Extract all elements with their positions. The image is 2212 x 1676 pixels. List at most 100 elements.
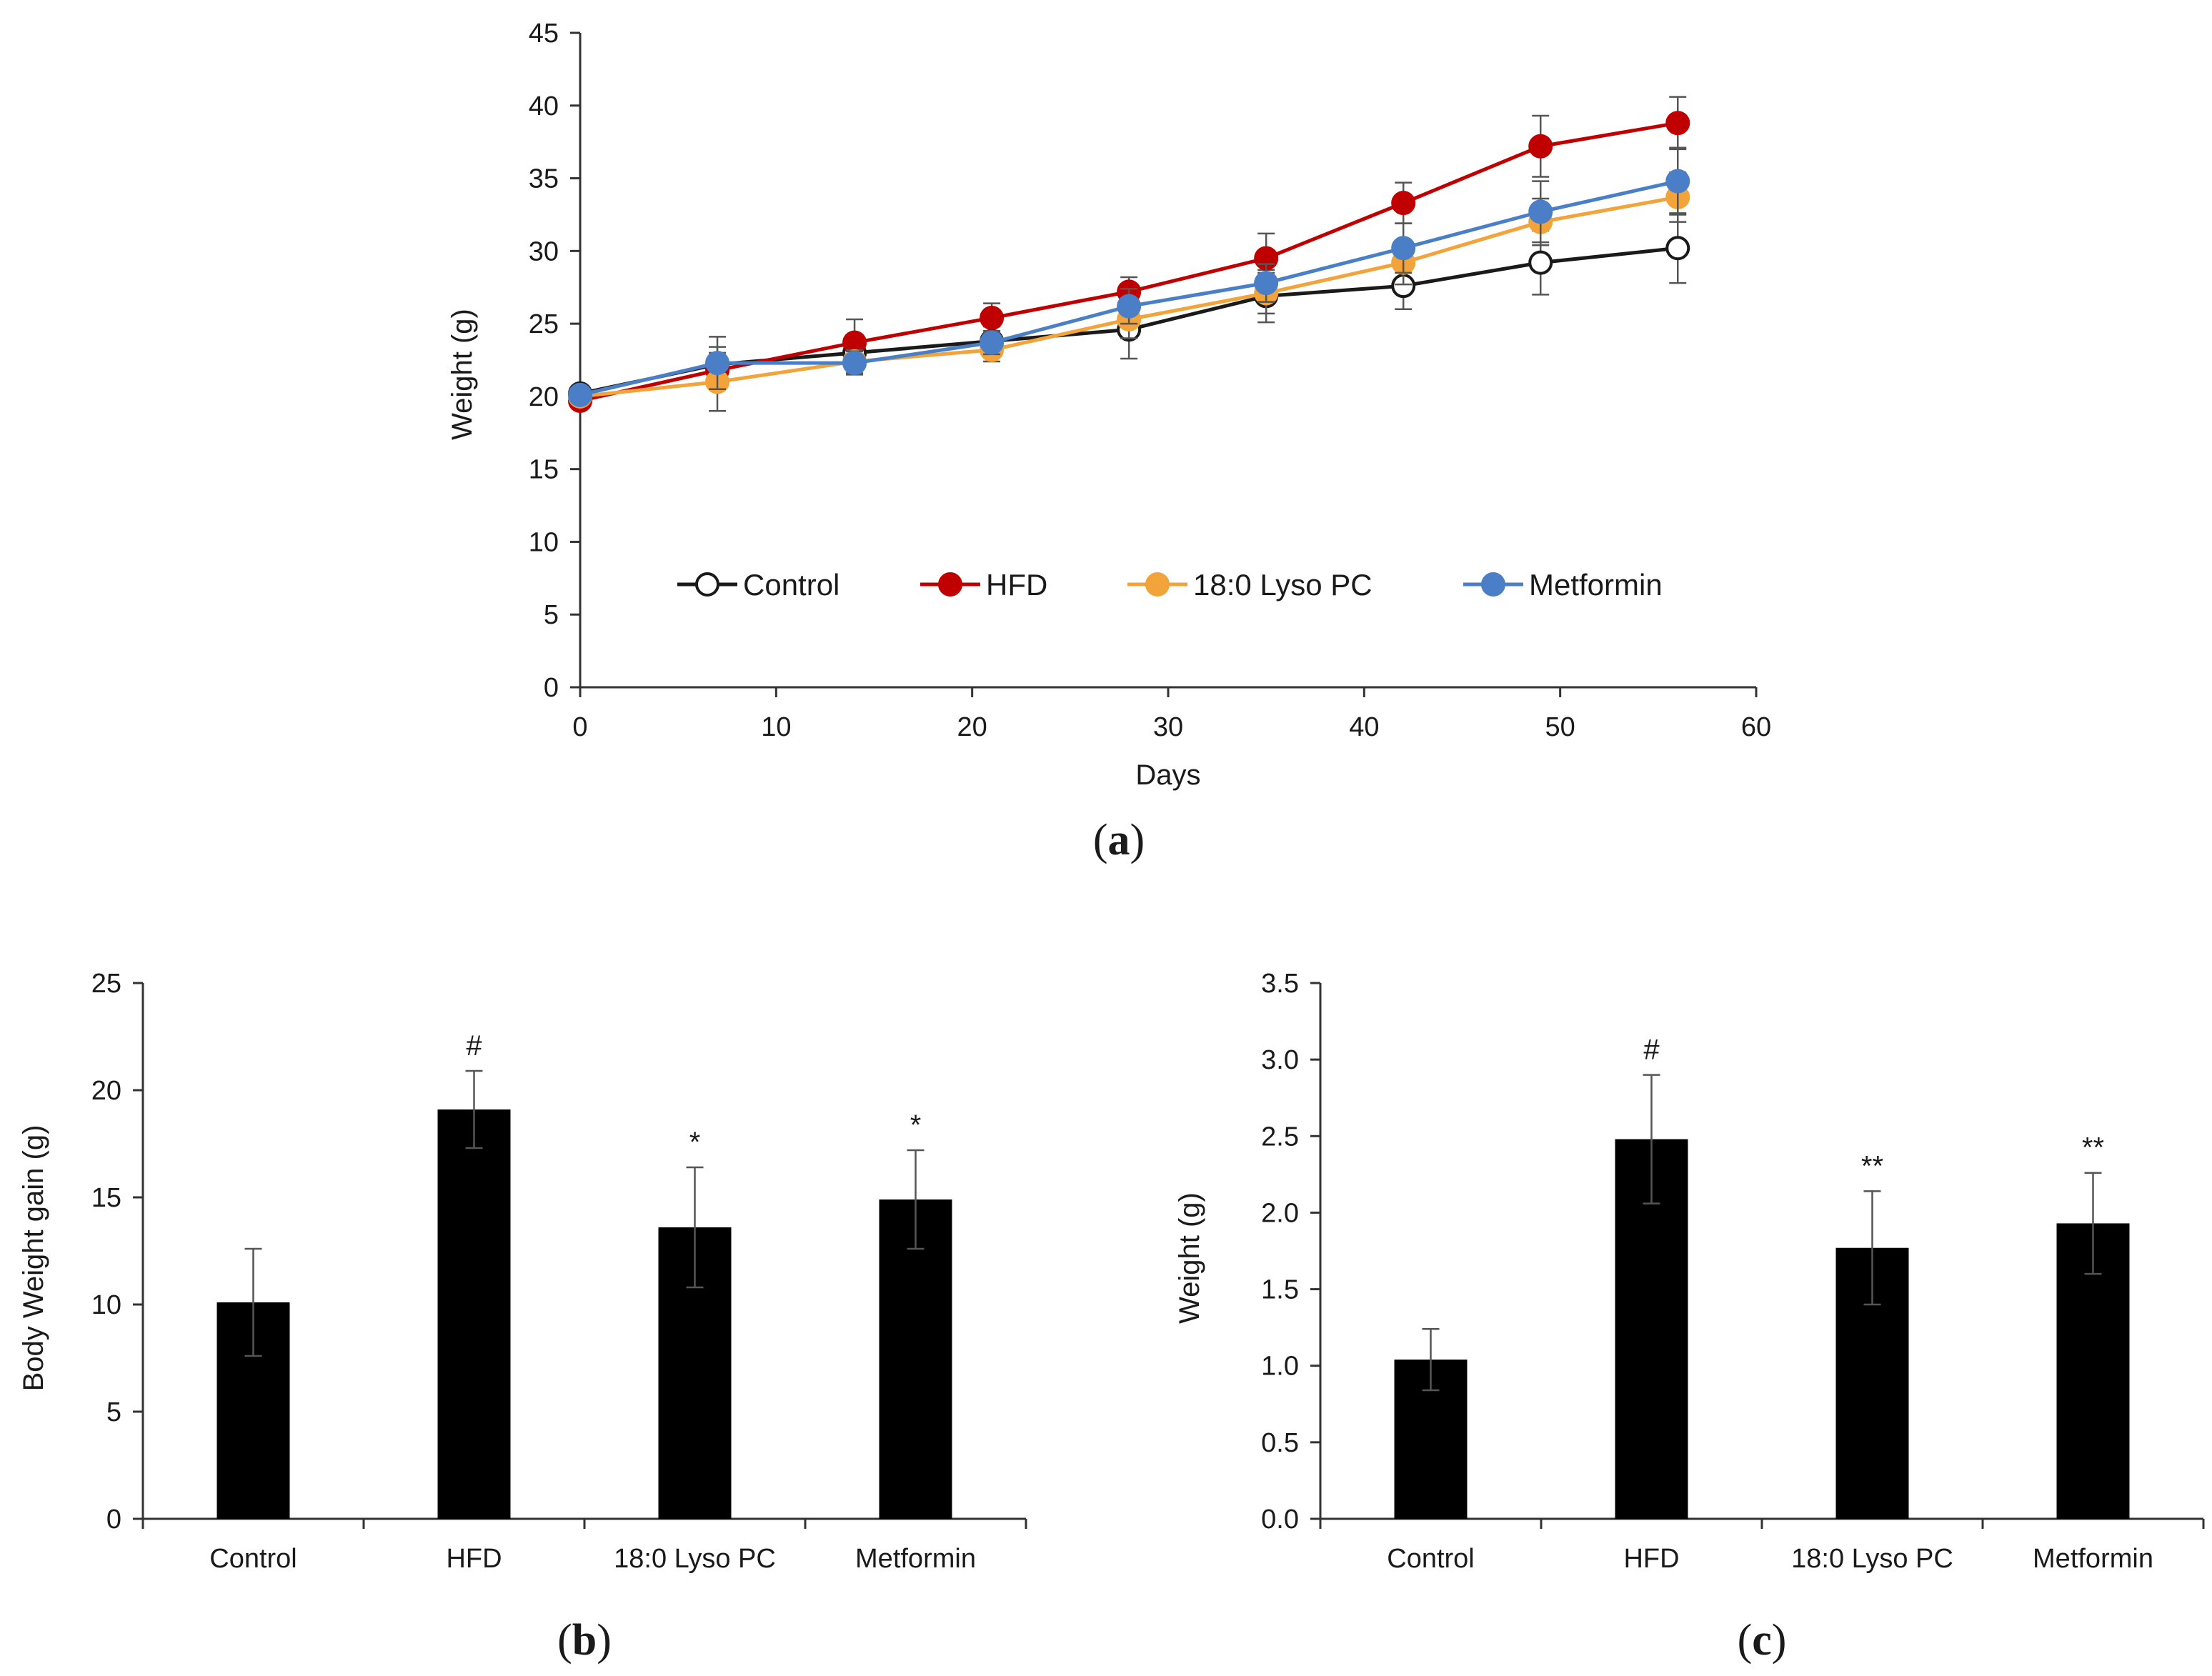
- bar-group-control: Control: [1387, 1328, 1475, 1574]
- y-tick-label: 3.0: [1261, 1045, 1299, 1075]
- y-tick-label: 20: [529, 382, 559, 412]
- bar-group-hfd: HFD #: [1615, 1034, 1688, 1574]
- bar-group-hfd: HFD #: [437, 1030, 511, 1574]
- x-tick-label: 60: [1741, 712, 1771, 742]
- y-tick-label: 5: [106, 1397, 121, 1427]
- panel-label-open: (: [1738, 1616, 1753, 1665]
- x-tick-label: 40: [1349, 712, 1379, 742]
- panel-label: (a): [1093, 816, 1145, 864]
- y-tick-label: 1.5: [1261, 1275, 1299, 1305]
- legend-marker: [695, 572, 719, 597]
- x-tick-label: 30: [1153, 712, 1183, 742]
- x-tick-label: 0: [572, 712, 587, 742]
- y-axis-title: Weight (g): [1174, 1192, 1205, 1324]
- panel-label-letter: a: [1108, 816, 1130, 864]
- y-tick-label: 10: [529, 527, 559, 557]
- significance-marker: *: [689, 1127, 701, 1158]
- panel-a-line-chart: 0 5 10 15 20 25 30 35 40 45 0 10 20 30 40 50 60 Days Weigh…: [447, 19, 1771, 864]
- y-axis-title: Body Weight gain (g): [18, 1125, 49, 1392]
- legend-item-control: Control: [677, 568, 840, 602]
- significance-marker: **: [2082, 1132, 2104, 1164]
- significance-marker: #: [1643, 1034, 1660, 1066]
- category-label: Control: [1387, 1544, 1475, 1574]
- y-tick-label: 15: [529, 455, 559, 485]
- panel-label-open: (: [557, 1616, 572, 1665]
- x-tick-label: 20: [957, 712, 987, 742]
- panel-label-letter: b: [572, 1616, 597, 1665]
- category-label: Metformin: [2033, 1544, 2153, 1574]
- category-label: HFD: [446, 1544, 502, 1574]
- x-tick-label: 50: [1545, 712, 1575, 742]
- data-point: [842, 351, 867, 376]
- y-tick-label: 10: [91, 1290, 121, 1320]
- category-label: 18:0 Lyso PC: [1791, 1544, 1953, 1574]
- category-label: Control: [209, 1544, 297, 1574]
- panel-label-close: ): [1772, 1616, 1787, 1665]
- category-label: Metformin: [855, 1544, 976, 1574]
- bar: [437, 1109, 511, 1519]
- panel-label-close: ): [597, 1616, 612, 1665]
- legend-item-18-0-lyso-pc: 18:0 Lyso PC: [1127, 568, 1372, 602]
- data-point: [980, 330, 1005, 355]
- y-tick-label: 25: [529, 309, 559, 339]
- y-tick-label: 5: [544, 600, 559, 630]
- y-tick-label: 2.5: [1261, 1122, 1299, 1152]
- y-tick-label: 45: [529, 19, 559, 49]
- panel-c-bar-chart: 0.0 0.5 1.0 1.5 2.0 2.5 3.0 3.5 Control HFD #18:0 …: [1174, 969, 2205, 1665]
- y-tick-label: 20: [91, 1076, 121, 1106]
- significance-marker: #: [466, 1030, 482, 1062]
- data-point: [1665, 236, 1690, 261]
- data-point: [568, 382, 592, 407]
- panel-label: (c): [1738, 1616, 1787, 1665]
- data-point: [1528, 250, 1553, 275]
- y-tick-label: 3.5: [1261, 969, 1299, 999]
- y-tick-label: 25: [91, 969, 121, 999]
- y-tick-label: 0: [544, 673, 559, 703]
- x-tick-label: 10: [761, 712, 791, 742]
- series-metformin: [568, 146, 1690, 407]
- bar-group-18-0-lyso-pc: 18:0 Lyso PC **: [1791, 1150, 1953, 1574]
- data-point: [1391, 191, 1416, 216]
- legend-marker: [1481, 572, 1505, 597]
- y-tick-label: 15: [91, 1183, 121, 1213]
- significance-marker: *: [910, 1109, 922, 1141]
- y-tick-label: 1.0: [1261, 1352, 1299, 1382]
- panel-label-letter: c: [1752, 1616, 1772, 1665]
- legend-label: Control: [743, 568, 840, 602]
- data-point: [705, 351, 730, 376]
- y-tick-label: 0: [106, 1505, 121, 1535]
- bar-group-metformin: Metformin *: [855, 1109, 976, 1574]
- y-tick-label: 0.0: [1261, 1505, 1299, 1535]
- significance-marker: **: [1861, 1150, 1883, 1182]
- legend-label: Metformin: [1529, 568, 1663, 602]
- data-point: [1665, 111, 1690, 136]
- bar-group-control: Control: [209, 1247, 297, 1574]
- bar-group-18-0-lyso-pc: 18:0 Lyso PC *: [614, 1127, 776, 1574]
- legend-item-hfd: HFD: [920, 568, 1047, 602]
- legend-item-metformin: Metformin: [1463, 568, 1663, 602]
- panel-label-open: (: [1093, 816, 1108, 864]
- bar: [879, 1199, 952, 1519]
- y-axis-title: Weight (g): [447, 309, 478, 440]
- y-tick-label: 40: [529, 91, 559, 121]
- bar-group-metformin: Metformin **: [2033, 1132, 2153, 1574]
- category-label: HFD: [1623, 1544, 1679, 1574]
- data-point: [1528, 199, 1553, 224]
- data-point: [980, 305, 1005, 330]
- legend-label: HFD: [986, 568, 1047, 602]
- data-point: [1117, 294, 1142, 319]
- panel-label-close: ): [1130, 816, 1145, 864]
- legend-marker: [1145, 572, 1170, 597]
- y-tick-label: 30: [529, 236, 559, 266]
- data-point: [1391, 236, 1416, 261]
- data-point: [1665, 169, 1690, 194]
- data-point: [1528, 134, 1553, 159]
- legend-label: 18:0 Lyso PC: [1193, 568, 1372, 602]
- x-axis-title: Days: [1135, 759, 1200, 791]
- category-label: 18:0 Lyso PC: [614, 1544, 776, 1574]
- y-tick-label: 0.5: [1261, 1428, 1299, 1458]
- y-tick-label: 35: [529, 164, 559, 194]
- legend-marker: [938, 572, 962, 597]
- data-point: [1254, 271, 1279, 296]
